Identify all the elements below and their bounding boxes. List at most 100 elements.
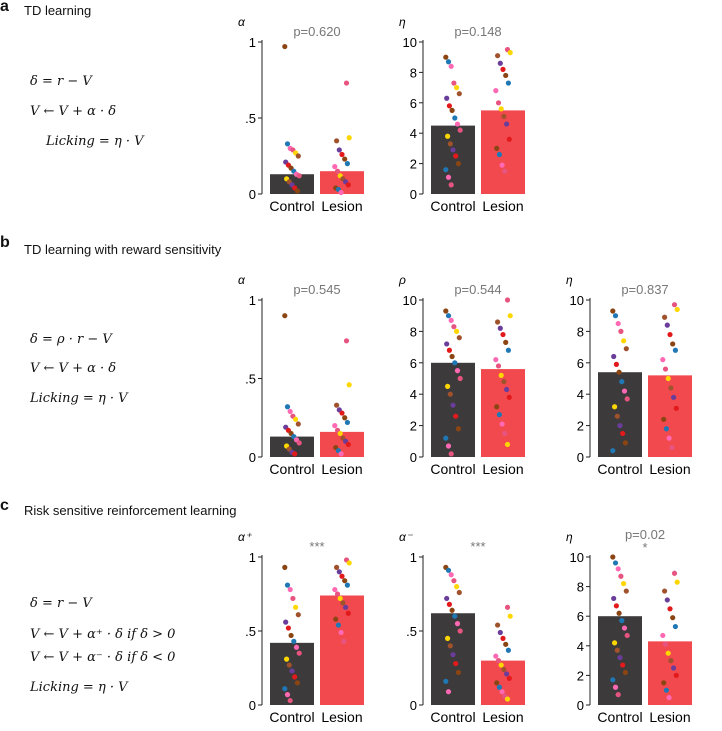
control-data-point [445, 567, 452, 573]
control-data-point [613, 603, 619, 609]
y-tick-label: 6 [410, 96, 417, 111]
lesion-data-point [673, 405, 679, 411]
lesion-data-point [498, 372, 504, 378]
lesion-data-point [342, 156, 348, 162]
param-label: ρ [398, 273, 406, 287]
y-tick-label: 4 [410, 387, 417, 402]
lesion-data-point [338, 629, 344, 636]
lesion-data-point [334, 138, 340, 144]
control-data-point [447, 643, 453, 649]
x-tick-label: Lesion [321, 198, 362, 214]
panel-b-letter: b [0, 234, 10, 251]
control-data-point [448, 182, 454, 188]
chart-b-eta: η p=0.837 0 2 4 6 8 10 Control Lesion [566, 273, 692, 477]
y-tick-label: 0 [577, 450, 584, 465]
lesion-data-point [672, 347, 678, 353]
p-value-label: p=0.545 [293, 282, 340, 297]
lesion-data-point [504, 441, 511, 448]
control-data-point [612, 684, 619, 690]
param-label: η [399, 15, 406, 29]
y-tick-label: 0 [410, 187, 417, 202]
x-tick-label: Control [430, 461, 475, 477]
y-tick-label: 10 [403, 293, 417, 308]
control-data-point [287, 408, 293, 415]
lesion-data-point [660, 632, 666, 639]
control-data-point [612, 640, 618, 646]
x-tick-label: Control [430, 198, 475, 214]
control-data-point [456, 589, 462, 596]
control-data-point [620, 430, 626, 437]
control-data-point [457, 127, 463, 133]
control-data-point [610, 554, 616, 560]
control-data-point [456, 91, 462, 97]
control-bar [270, 642, 314, 705]
y-tick-label: 2 [577, 668, 584, 683]
control-data-point [452, 613, 458, 619]
lesion-data-point [666, 435, 672, 441]
lesion-data-point [493, 357, 499, 363]
control-data-point [284, 141, 291, 147]
lesion-data-point [332, 586, 338, 593]
lesion-data-point [344, 582, 350, 588]
lesion-data-point [665, 375, 671, 382]
lesion-data-point [499, 162, 505, 168]
control-data-point [617, 423, 623, 429]
control-data-point [449, 107, 455, 113]
p-value-label: p=0.620 [293, 24, 340, 39]
lesion-data-point [495, 363, 502, 369]
control-data-point [453, 660, 459, 667]
lesion-data-point [339, 151, 345, 158]
panel-a-title: TD learning [24, 3, 92, 18]
y-tick-label: 2 [410, 419, 417, 434]
lesion-data-point [664, 597, 670, 603]
control-data-point [615, 320, 621, 327]
control-data-point [293, 644, 300, 650]
x-tick-label: Lesion [649, 709, 690, 725]
control-data-point [618, 573, 624, 579]
lesion-data-point [666, 695, 672, 701]
control-data-point [454, 621, 461, 627]
param-label: η [566, 530, 573, 544]
control-data-point [454, 85, 460, 91]
control-data-point [283, 619, 289, 625]
control-data-point [445, 383, 451, 389]
control-data-point [612, 560, 619, 566]
lesion-data-point [497, 60, 503, 66]
control-data-point [443, 167, 449, 173]
control-data-point [454, 121, 461, 127]
equation-c-4: Licking = η · V [30, 680, 128, 695]
control-data-point [445, 635, 451, 641]
lesion-data-point [662, 366, 669, 372]
y-tick-label: 1 [410, 550, 417, 565]
control-data-point [621, 625, 628, 631]
control-data-point [623, 588, 629, 594]
p-value-label: *** [470, 539, 485, 554]
control-data-point [448, 451, 454, 457]
equation-c-1: δ = r − V [30, 596, 92, 611]
lesion-data-point [674, 306, 680, 313]
lesion-data-point [496, 412, 502, 418]
control-data-point [454, 328, 460, 334]
control-bar [431, 125, 475, 194]
y-tick-label: 2 [410, 157, 417, 172]
x-tick-label: Control [269, 461, 314, 477]
lesion-data-point [671, 665, 677, 671]
lesion-data-point [501, 666, 507, 673]
control-data-point [455, 669, 461, 676]
control-data-point [622, 669, 628, 676]
control-data-point [612, 404, 618, 410]
control-data-point [621, 581, 627, 587]
control-bar [270, 436, 314, 457]
control-data-point [455, 426, 461, 432]
y-tick-label: 8 [410, 324, 417, 339]
control-bar [598, 616, 642, 705]
equation-c-2: V ← V + α⁺ · δ if δ > 0 [30, 627, 176, 642]
control-data-point [619, 379, 625, 385]
x-tick-label: Lesion [649, 461, 690, 477]
control-data-point [284, 582, 291, 588]
control-data-point [445, 443, 452, 449]
chart-c-alpha-plus: α⁺ *** 0 .5 1 Control Lesion [238, 530, 364, 725]
lesion-data-point [344, 419, 350, 426]
control-data-point [445, 59, 452, 65]
p-value-label: p=0.02 [625, 527, 665, 542]
